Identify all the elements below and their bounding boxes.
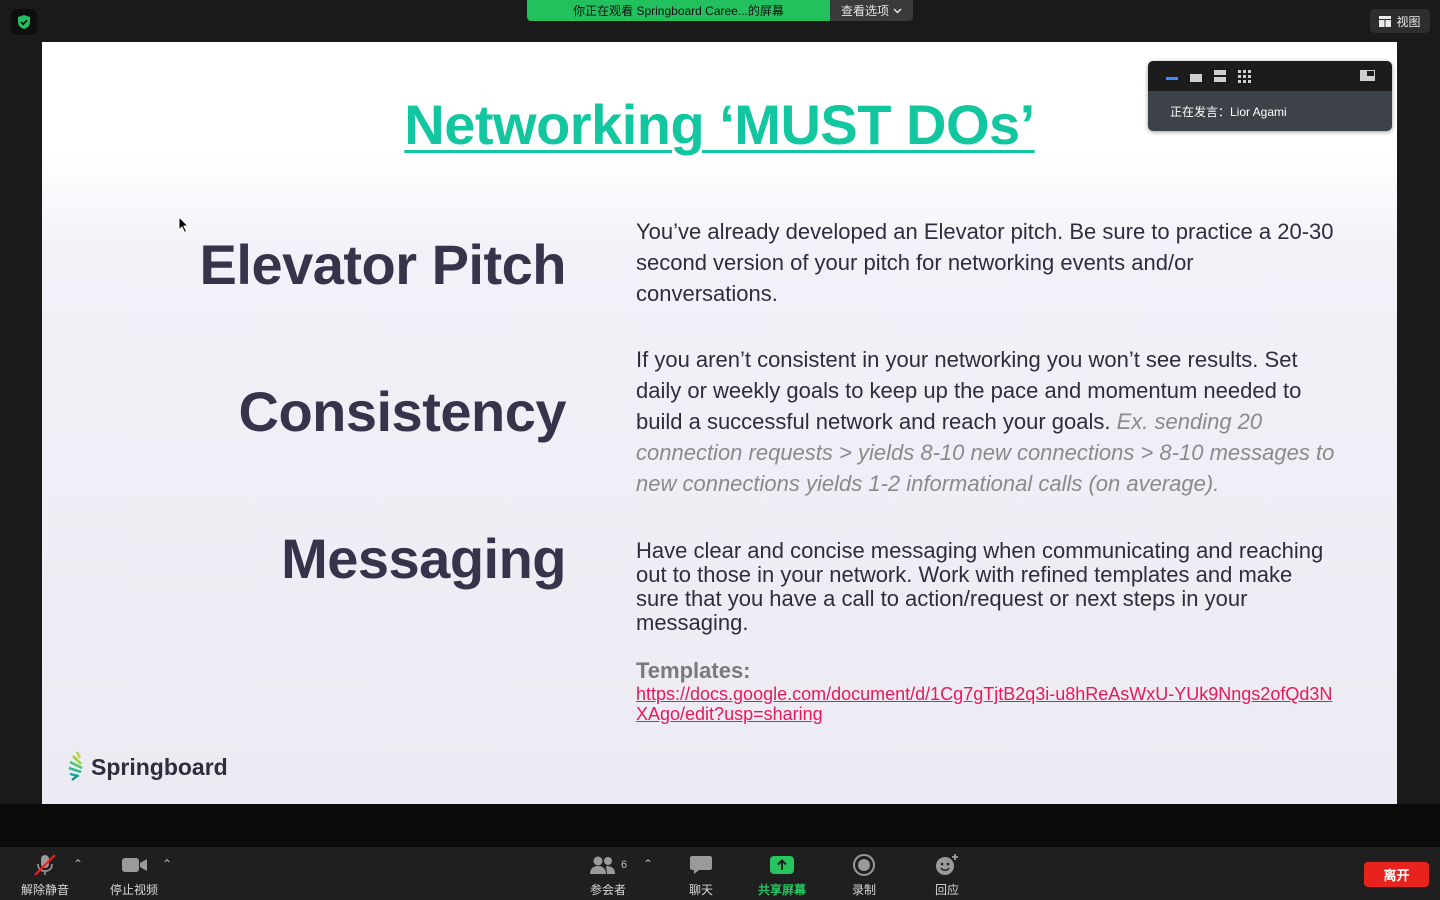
viewing-banner: 你正在观看 Springboard Caree...的屏幕 <box>527 0 830 21</box>
view-button[interactable]: 视图 <box>1370 9 1430 33</box>
audio-options-caret[interactable]: ⌃ <box>73 857 84 871</box>
consistency-text: If you aren’t consistent in your network… <box>636 347 1302 434</box>
active-speaker-text: 正在发言：Lior Agami <box>1170 104 1287 119</box>
term-consistency: Consistency <box>238 380 567 443</box>
speaker-panel-info: 正在发言：Lior Agami <box>1148 91 1392 131</box>
active-speaker-panel[interactable]: 正在发言：Lior Agami <box>1148 61 1392 131</box>
reaction-icon <box>936 854 958 875</box>
stop-video-button[interactable]: 停止视频 <box>99 853 169 898</box>
share-screen-icon <box>770 856 794 874</box>
gallery-layout-icon[interactable] <box>1238 70 1251 83</box>
unmute-button[interactable]: 解除静音 <box>10 853 80 898</box>
meeting-toolbar: 解除静音 ⌃ 停止视频 ⌃ 6 参会者 ⌃ 聊天 <box>0 847 1440 900</box>
reactions-label: 回应 <box>934 883 959 897</box>
view-options-dropdown[interactable]: 查看选项 <box>830 0 913 21</box>
record-button[interactable]: 录制 <box>829 853 899 898</box>
chat-icon <box>690 856 712 874</box>
viewing-banner-text: 你正在观看 Springboard Caree...的屏幕 <box>573 4 784 18</box>
description-elevator-pitch: You’ve already developed an Elevator pit… <box>636 219 1334 306</box>
templates-link[interactable]: https://docs.google.com/document/d/1Cg7g… <box>636 684 1333 724</box>
participants-options-caret[interactable]: ⌃ <box>643 857 654 871</box>
stop-video-label: 停止视频 <box>109 883 158 897</box>
grid-view-icon <box>1379 15 1392 27</box>
description-messaging: Have clear and concise messaging when co… <box>636 538 1324 635</box>
participants-label: 参会者 <box>589 883 626 897</box>
description-consistency: If you aren’t consistent in your network… <box>636 344 1336 499</box>
top-bar: 你正在观看 Springboard Caree...的屏幕 查看选项 视图 <box>0 0 1440 42</box>
strip-layout-icon[interactable] <box>1214 70 1226 82</box>
cursor-icon <box>178 216 190 234</box>
mic-muted-icon <box>34 854 56 876</box>
chat-button[interactable]: 聊天 <box>666 853 736 898</box>
springboard-logo-icon <box>68 751 83 781</box>
share-screen-label: 共享屏幕 <box>757 883 806 897</box>
share-screen-button[interactable]: 共享屏幕 <box>747 853 817 898</box>
speaker-panel-toolbar <box>1148 61 1392 91</box>
unmute-label: 解除静音 <box>20 883 69 897</box>
participants-count: 6 <box>620 859 628 871</box>
hide-panel-icon[interactable] <box>1360 70 1375 81</box>
term-messaging: Messaging <box>281 527 566 590</box>
view-button-label: 视图 <box>1396 14 1421 29</box>
templates-label: Templates: <box>636 658 751 683</box>
participants-button[interactable]: 6 参会者 <box>573 853 643 898</box>
record-icon <box>853 854 875 876</box>
consistency-example: Ex. sending 20 connection requests > yie… <box>636 409 1335 496</box>
leave-button[interactable]: 离开 <box>1364 862 1429 887</box>
springboard-logo-text: Springboard <box>91 753 228 780</box>
video-area-bottom <box>0 804 1440 847</box>
minimize-layout-icon[interactable] <box>1166 77 1178 80</box>
shield-icon[interactable] <box>11 9 37 35</box>
chat-label: 聊天 <box>688 883 713 897</box>
view-options-label: 查看选项 <box>840 4 889 18</box>
slide-title: Networking ‘MUST DOs’ <box>404 93 1035 156</box>
record-label: 录制 <box>851 883 876 897</box>
springboard-logo: Springboard <box>67 750 228 784</box>
shared-screen-slide: Networking ‘MUST DOs’ Elevator Pitch You… <box>42 42 1397 804</box>
leave-label: 离开 <box>1383 868 1410 883</box>
video-options-caret[interactable]: ⌃ <box>162 857 173 871</box>
participants-icon <box>589 856 615 874</box>
chevron-down-icon <box>893 8 902 13</box>
video-camera-icon <box>121 858 147 872</box>
reactions-button[interactable]: 回应 <box>912 853 982 898</box>
term-elevator-pitch: Elevator Pitch <box>199 233 567 296</box>
speaker-layout-icon[interactable] <box>1190 74 1202 82</box>
